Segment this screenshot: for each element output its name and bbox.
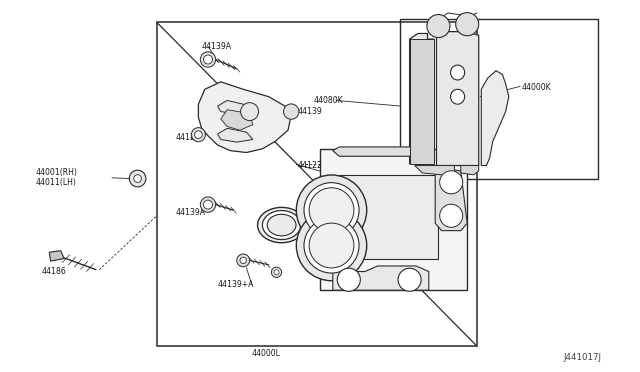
Polygon shape: [333, 266, 429, 290]
Circle shape: [204, 55, 212, 64]
Circle shape: [440, 171, 463, 194]
Bar: [400, 19, 598, 179]
Text: 44139A: 44139A: [176, 208, 206, 217]
Ellipse shape: [451, 89, 465, 104]
Circle shape: [309, 188, 354, 232]
Bar: [410, 39, 434, 164]
Text: 44080K: 44080K: [314, 96, 343, 105]
Circle shape: [309, 223, 354, 268]
Circle shape: [191, 128, 205, 142]
Ellipse shape: [451, 65, 465, 80]
Polygon shape: [410, 33, 434, 164]
Text: 44122: 44122: [298, 161, 323, 170]
Text: 44186: 44186: [42, 267, 67, 276]
Text: J441017J: J441017J: [563, 353, 601, 362]
Circle shape: [304, 183, 359, 238]
Polygon shape: [320, 149, 467, 290]
Circle shape: [296, 175, 367, 246]
Circle shape: [134, 175, 141, 182]
Circle shape: [337, 268, 360, 291]
Polygon shape: [218, 128, 253, 142]
Polygon shape: [49, 251, 64, 261]
Ellipse shape: [268, 214, 296, 236]
Circle shape: [200, 52, 216, 67]
Circle shape: [284, 104, 299, 119]
Circle shape: [129, 170, 146, 187]
Polygon shape: [481, 71, 509, 166]
Polygon shape: [218, 100, 250, 113]
Circle shape: [440, 204, 463, 227]
Polygon shape: [435, 167, 467, 231]
Circle shape: [241, 103, 259, 121]
Circle shape: [456, 13, 479, 36]
Ellipse shape: [262, 211, 301, 240]
Circle shape: [240, 257, 246, 264]
Polygon shape: [198, 82, 291, 153]
Text: 44128: 44128: [176, 133, 201, 142]
Circle shape: [427, 15, 450, 38]
Text: 44011(LH): 44011(LH): [35, 178, 76, 187]
Bar: [157, 22, 477, 346]
Circle shape: [296, 210, 367, 281]
Circle shape: [271, 267, 282, 278]
Circle shape: [398, 268, 421, 291]
Circle shape: [204, 200, 212, 209]
Polygon shape: [221, 110, 253, 130]
Circle shape: [200, 197, 216, 212]
Ellipse shape: [258, 207, 306, 243]
Polygon shape: [461, 166, 479, 175]
Bar: [339, 175, 438, 259]
Text: 44139A: 44139A: [202, 42, 232, 51]
Polygon shape: [415, 166, 454, 175]
Text: 44139+A: 44139+A: [218, 280, 254, 289]
Text: 44001(RH): 44001(RH): [35, 169, 77, 177]
Polygon shape: [436, 32, 479, 166]
Circle shape: [304, 218, 359, 273]
Circle shape: [274, 270, 279, 275]
Text: 44000L: 44000L: [251, 349, 280, 358]
Polygon shape: [333, 147, 429, 156]
Text: 44139: 44139: [298, 107, 323, 116]
Circle shape: [195, 131, 202, 138]
Circle shape: [237, 254, 250, 267]
Text: 44000K: 44000K: [522, 83, 551, 92]
